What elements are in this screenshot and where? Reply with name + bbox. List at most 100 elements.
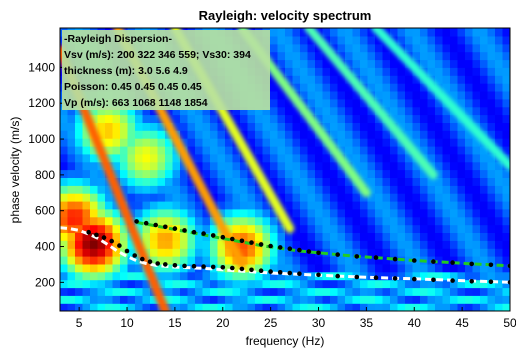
heatmap-cell	[210, 303, 219, 311]
heatmap-cell	[300, 279, 309, 289]
heatmap-cell	[307, 263, 316, 273]
heatmap-cell	[97, 263, 106, 273]
heatmap-cell	[360, 303, 369, 311]
heatmap-cell	[480, 271, 489, 281]
heatmap-cell	[300, 130, 309, 139]
heatmap-cell	[330, 303, 339, 311]
heatmap-cell	[157, 200, 166, 210]
heatmap-cell	[322, 185, 331, 194]
heatmap-cell	[390, 75, 399, 84]
heatmap-cell	[105, 303, 114, 311]
heatmap-cell	[450, 138, 459, 147]
heatmap-cell	[225, 208, 234, 218]
heatmap-cell	[322, 153, 331, 163]
heatmap-cell	[157, 122, 166, 131]
heatmap-cell	[375, 75, 384, 84]
heatmap-cell	[165, 216, 174, 226]
heatmap-cell	[367, 193, 376, 202]
heatmap-cell	[225, 169, 234, 178]
heatmap-cell	[495, 90, 504, 100]
heatmap-cell	[307, 200, 316, 210]
heatmap-cell	[480, 67, 489, 76]
heatmap-cell	[232, 271, 241, 281]
heatmap-cell	[157, 232, 166, 241]
heatmap-cell	[442, 114, 451, 123]
heatmap-cell	[82, 153, 91, 163]
heatmap-cell	[457, 59, 466, 68]
heatmap-cell	[180, 200, 189, 210]
heatmap-cell	[202, 279, 211, 289]
heatmap-cell	[75, 177, 84, 186]
heatmap-cell	[487, 271, 496, 281]
heatmap-cell	[382, 67, 391, 76]
heatmap-cell	[502, 287, 510, 296]
heatmap-cell	[352, 303, 361, 311]
heatmap-cell	[255, 130, 264, 139]
heatmap-cell	[120, 232, 129, 241]
heatmap-cell	[277, 169, 286, 178]
heatmap-cell	[375, 169, 384, 178]
heatmap-cell	[247, 114, 256, 123]
heatmap-cell	[412, 106, 421, 116]
heatmap-cell	[67, 271, 76, 281]
heatmap-cell	[307, 208, 316, 218]
heatmap-cell	[262, 161, 271, 171]
heatmap-cell	[495, 130, 504, 139]
heatmap-cell	[382, 200, 391, 210]
heatmap-cell	[262, 114, 271, 123]
heatmap-cell	[397, 216, 406, 226]
heatmap-cell	[420, 51, 429, 61]
heatmap-cell	[450, 51, 459, 61]
heatmap-cell	[187, 240, 196, 249]
heatmap-cell	[217, 208, 226, 218]
heatmap-cell	[270, 303, 279, 311]
heatmap-cell	[405, 248, 414, 257]
heatmap-cell	[82, 138, 91, 147]
heatmap-cell	[360, 122, 369, 131]
heatmap-cell	[75, 263, 84, 273]
heatmap-cell	[375, 114, 384, 123]
heatmap-cell	[292, 303, 301, 311]
heatmap-cell	[360, 75, 369, 84]
heatmap-cell	[472, 106, 481, 116]
heatmap-cell	[180, 130, 189, 139]
heatmap-cell	[457, 161, 466, 171]
heatmap-cell	[472, 295, 481, 304]
heatmap-cell	[127, 200, 136, 210]
heatmap-cell	[217, 138, 226, 147]
heatmap-cell	[240, 216, 249, 226]
heatmap-cell	[255, 200, 264, 210]
heatmap-cell	[322, 169, 331, 178]
heatmap-cell	[285, 35, 294, 45]
heatmap-cell	[180, 240, 189, 249]
heatmap-cell	[135, 122, 144, 131]
heatmap-cell	[187, 193, 196, 202]
heatmap-cell	[135, 114, 144, 123]
heatmap-cell	[330, 208, 339, 218]
y-tick-label: 1000	[28, 132, 55, 146]
heatmap-cell	[262, 263, 271, 273]
heatmap-cell	[375, 51, 384, 61]
heatmap-cell	[375, 59, 384, 68]
heatmap-cell	[427, 122, 436, 131]
heatmap-cell	[120, 224, 129, 233]
heatmap-cell	[135, 295, 144, 304]
heatmap-cell	[435, 295, 444, 304]
heatmap-cell	[360, 208, 369, 218]
heatmap-cell	[337, 303, 346, 311]
heatmap-cell	[217, 122, 226, 131]
heatmap-cell	[457, 90, 466, 100]
heatmap-cell	[232, 279, 241, 289]
curve-point	[306, 249, 312, 254]
heatmap-cell	[420, 106, 429, 116]
heatmap-cell	[247, 122, 256, 131]
heatmap-cell	[285, 177, 294, 186]
heatmap-cell	[435, 287, 444, 296]
heatmap-cell	[285, 28, 294, 37]
heatmap-cell	[247, 303, 256, 311]
heatmap-cell	[465, 256, 474, 265]
heatmap-cell	[450, 43, 459, 53]
heatmap-cell	[157, 153, 166, 163]
heatmap-cell	[210, 138, 219, 147]
heatmap-cell	[90, 177, 99, 186]
